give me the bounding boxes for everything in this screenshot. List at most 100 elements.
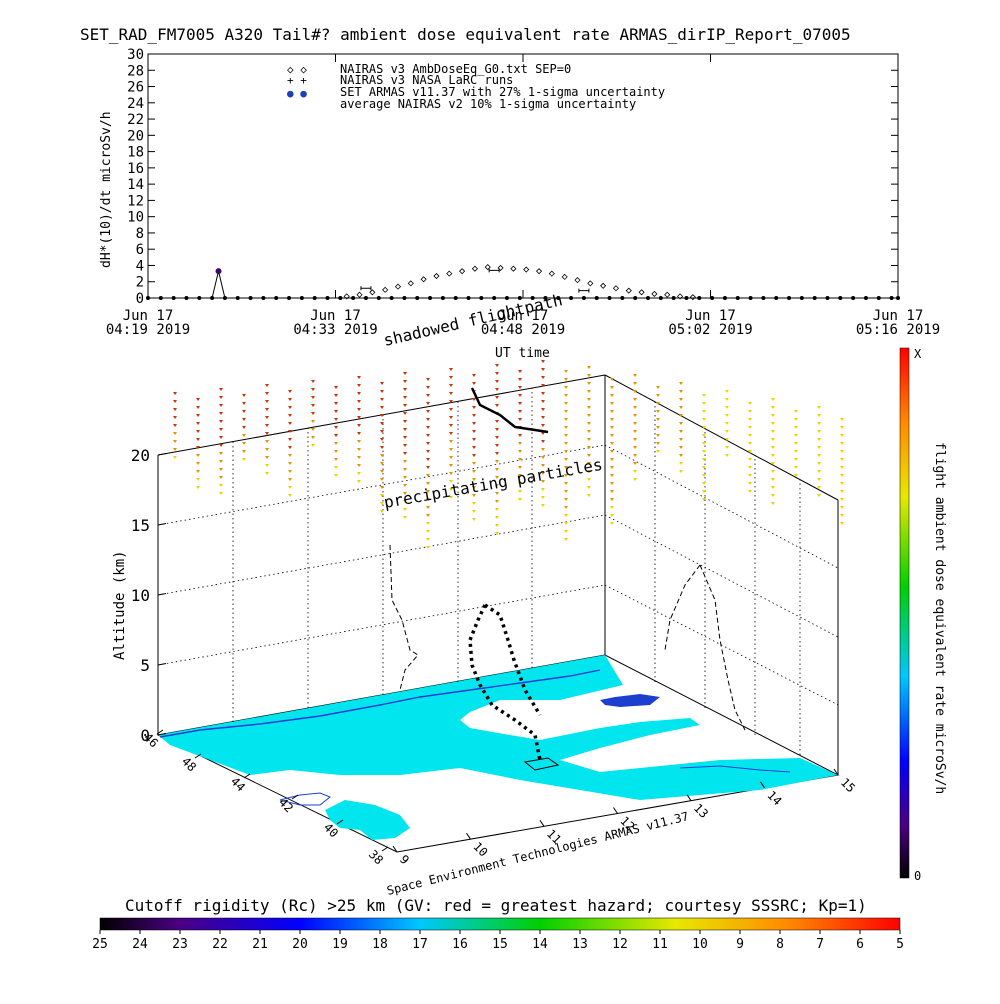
particle-arrow bbox=[587, 486, 591, 489]
particle-arrow bbox=[265, 448, 269, 451]
particle-arrow bbox=[587, 382, 591, 385]
altitude-axis: 0 5 10 15 20 bbox=[131, 446, 167, 745]
particle-arrow bbox=[334, 394, 338, 397]
nairas-v3-point bbox=[484, 264, 491, 271]
particle-arrow bbox=[288, 430, 292, 433]
particle-arrow bbox=[357, 416, 361, 419]
nairas-v3-point bbox=[343, 293, 350, 300]
nairas-v3-point bbox=[600, 282, 607, 289]
particle-arrow bbox=[840, 474, 844, 477]
longitude-tick bbox=[392, 845, 398, 853]
flightpath-cruise bbox=[470, 387, 549, 434]
particle-arrow bbox=[610, 506, 614, 509]
nairas-v3-point bbox=[420, 276, 427, 283]
particle-arrow bbox=[219, 492, 223, 495]
particle-arrow bbox=[334, 386, 338, 389]
particle-arrow bbox=[771, 502, 775, 505]
particle-arrow bbox=[748, 426, 752, 429]
particle-arrow bbox=[265, 432, 269, 435]
particle-arrow bbox=[564, 530, 568, 533]
particle-arrow bbox=[311, 420, 315, 423]
particle-arrow bbox=[288, 486, 292, 489]
particle-arrow bbox=[748, 410, 752, 413]
particle-arrow bbox=[679, 390, 683, 393]
armas-point bbox=[710, 296, 715, 300]
bottom-colorbar-ticks: 25 24 23 22 21 20 19 18 17 16 15 14 13 12 11 10 9 8 7 6 5 bbox=[92, 930, 904, 952]
legend-symbol-1: + + bbox=[287, 74, 307, 87]
particle-arrow bbox=[173, 456, 177, 459]
particle-arrow bbox=[633, 454, 637, 457]
particle-arrow bbox=[564, 394, 568, 397]
particle-arrow bbox=[288, 414, 292, 417]
particle-arrow bbox=[380, 510, 384, 513]
particle-arrow bbox=[173, 408, 177, 411]
particle-arrow bbox=[817, 462, 821, 465]
particle-arrow bbox=[702, 482, 706, 485]
particle-arrow bbox=[219, 428, 223, 431]
nairas-v3-point bbox=[369, 289, 376, 296]
particle-arrow bbox=[357, 432, 361, 435]
particle-arrow bbox=[587, 366, 591, 369]
particle-arrow bbox=[840, 490, 844, 493]
top-y-axis-label: dH*(10)/dt microSv/h bbox=[99, 111, 114, 268]
bottom-colorbar-label: Cutoff rigidity (Rc) >25 km (GV: red = g… bbox=[125, 896, 867, 915]
particle-arrow bbox=[334, 450, 338, 453]
colorbar-tick-label: 11 bbox=[652, 937, 668, 952]
armas-point bbox=[376, 296, 381, 300]
top-y-tick-label: 4 bbox=[136, 258, 144, 274]
particle-arrow bbox=[380, 454, 384, 457]
top-x-tick-time: 04:48 2019 bbox=[481, 322, 565, 338]
particle-arrow bbox=[771, 454, 775, 457]
particle-arrow bbox=[495, 420, 499, 423]
colorbar-tick-label: 16 bbox=[452, 937, 468, 952]
particle-arrow bbox=[288, 462, 292, 465]
armas-point bbox=[530, 296, 535, 300]
particle-arrow bbox=[794, 418, 798, 421]
colorbar-tick-label: 15 bbox=[492, 937, 508, 952]
particle-arrow bbox=[748, 490, 752, 493]
particle-arrow bbox=[587, 454, 591, 457]
particle-arrow bbox=[564, 522, 568, 525]
armas-point bbox=[851, 296, 856, 300]
top-plot-marks bbox=[146, 264, 900, 301]
particle-arrow bbox=[357, 472, 361, 475]
particle-arrow bbox=[403, 516, 407, 519]
particle-arrow bbox=[748, 474, 752, 477]
particle-arrow bbox=[564, 442, 568, 445]
particle-arrow bbox=[817, 422, 821, 425]
particle-arrow bbox=[403, 484, 407, 487]
particle-arrow bbox=[679, 382, 683, 385]
particle-arrow bbox=[334, 434, 338, 437]
particle-arrow bbox=[587, 470, 591, 473]
particle-arrow bbox=[587, 422, 591, 425]
particle-arrow bbox=[196, 462, 200, 465]
particle-arrow bbox=[610, 490, 614, 493]
particle-arrow bbox=[748, 466, 752, 469]
particle-arrow bbox=[840, 466, 844, 469]
particle-arrow bbox=[426, 538, 430, 541]
particle-arrow bbox=[495, 492, 499, 495]
particle-arrow bbox=[403, 420, 407, 423]
altitude-tick bbox=[157, 733, 167, 736]
particle-arrow bbox=[541, 464, 545, 467]
particle-arrow bbox=[633, 422, 637, 425]
particle-arrow bbox=[472, 398, 476, 401]
particle-arrow bbox=[265, 416, 269, 419]
particle-arrow bbox=[518, 450, 522, 453]
top-x-tick-time: 05:02 2019 bbox=[668, 322, 752, 338]
latitude-tick bbox=[381, 846, 389, 852]
particle-arrow bbox=[426, 378, 430, 381]
armas-point bbox=[594, 296, 599, 300]
particle-arrow bbox=[610, 402, 614, 405]
legend-symbol-2: ● ● bbox=[287, 87, 307, 100]
armas-point bbox=[761, 296, 766, 300]
particle-arrow bbox=[702, 402, 706, 405]
top-y-tick-label: 8 bbox=[136, 226, 144, 242]
particle-arrow bbox=[449, 448, 453, 451]
particle-arrow bbox=[564, 506, 568, 509]
particle-arrow bbox=[196, 422, 200, 425]
longitude-tick-label: 9 bbox=[397, 852, 412, 867]
particle-arrow bbox=[702, 434, 706, 437]
